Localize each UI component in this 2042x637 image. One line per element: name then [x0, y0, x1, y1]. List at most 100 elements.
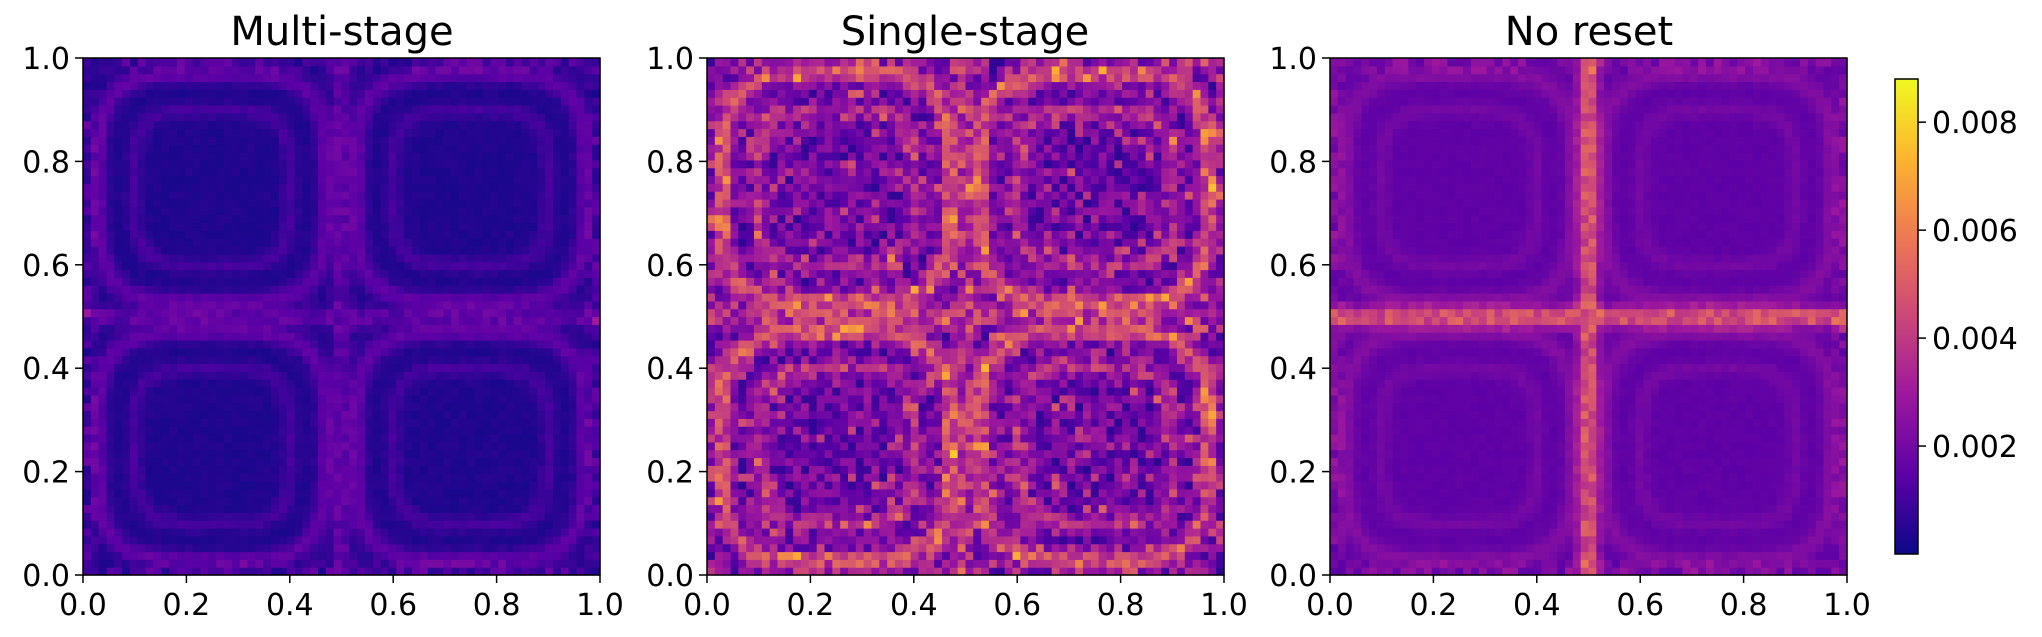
heatmap-cell	[482, 136, 491, 145]
heatmap-cell	[451, 363, 460, 372]
heatmap-cell	[122, 167, 131, 177]
heatmap-cell	[482, 347, 491, 357]
heatmap-cell	[98, 426, 108, 435]
heatmap-cell	[714, 183, 724, 192]
heatmap-cell	[318, 128, 327, 137]
heatmap-cell	[184, 112, 194, 122]
heatmap-cell	[419, 277, 429, 286]
heatmap-cell	[137, 551, 147, 560]
heatmap-cell	[427, 418, 437, 427]
heatmap-cell	[372, 551, 382, 560]
heatmap-cell	[271, 340, 280, 349]
heatmap-cell	[482, 449, 491, 459]
heatmap-cell	[114, 324, 123, 333]
heatmap-cell	[333, 441, 343, 451]
heatmap-cell	[349, 222, 358, 231]
heatmap-cell	[161, 89, 170, 98]
heatmap-cell	[443, 308, 452, 318]
heatmap-cell	[443, 159, 452, 169]
heatmap-cell	[161, 112, 170, 122]
heatmap-cell	[184, 159, 194, 169]
heatmap-cell	[372, 128, 382, 137]
heatmap-cell	[98, 89, 108, 98]
heatmap-cell	[435, 528, 444, 537]
heatmap-cell	[184, 324, 194, 333]
heatmap-cell	[576, 89, 585, 98]
heatmap-cell	[459, 481, 468, 490]
heatmap-cell	[412, 97, 421, 106]
heatmap-cell	[278, 457, 288, 466]
heatmap-cell	[255, 81, 264, 90]
heatmap-cell	[231, 394, 241, 404]
heatmap-cell	[722, 128, 732, 137]
heatmap-cell	[310, 175, 319, 184]
heatmap-cell	[482, 105, 491, 114]
heatmap-cell	[560, 73, 570, 83]
heatmap-cell	[318, 238, 327, 247]
heatmap-cell	[145, 144, 155, 153]
heatmap-cell	[730, 183, 739, 192]
heatmap-cell	[216, 81, 225, 90]
heatmap-cell	[231, 363, 241, 372]
heatmap-cell	[419, 465, 429, 474]
heatmap-cell	[231, 159, 241, 169]
heatmap-cell	[177, 363, 186, 372]
heatmap-cell	[459, 394, 468, 404]
heatmap-cell	[247, 136, 256, 145]
heatmap-cell	[443, 379, 452, 388]
heatmap-cell	[730, 175, 739, 184]
heatmap-cell	[278, 441, 288, 451]
heatmap-cell	[310, 449, 319, 459]
heatmap-cell	[192, 128, 202, 137]
heatmap-cell	[443, 206, 452, 216]
heatmap-cell	[769, 418, 779, 427]
x-tick-label: 0.6	[369, 588, 417, 623]
heatmap-cell	[310, 379, 319, 388]
heatmap-cell	[271, 434, 280, 443]
heatmap-cell	[278, 363, 288, 372]
heatmap-cell	[106, 332, 115, 341]
heatmap-cell	[553, 183, 562, 192]
heatmap-cell	[545, 324, 554, 333]
heatmap-cell	[302, 567, 311, 576]
heatmap-cell	[349, 394, 358, 404]
heatmap-cell	[560, 535, 570, 545]
heatmap-cell	[714, 371, 724, 380]
y-tick-label: 0.6	[22, 249, 70, 284]
heatmap-cell	[216, 73, 225, 83]
heatmap-cell	[231, 528, 241, 537]
heatmap-cell	[349, 347, 358, 357]
heatmap-cell	[722, 481, 732, 490]
heatmap-cell	[419, 410, 429, 419]
heatmap-cell	[761, 277, 771, 286]
heatmap-cell	[200, 441, 209, 451]
heatmap-cell	[278, 481, 288, 490]
heatmap-cell	[231, 285, 241, 294]
heatmap-cell	[90, 528, 100, 537]
heatmap-cell	[333, 300, 343, 310]
heatmap-cell	[169, 426, 178, 435]
heatmap-cell	[388, 324, 397, 333]
heatmap-cell	[707, 199, 716, 208]
heatmap-cell	[746, 261, 755, 271]
heatmap-cell	[419, 112, 429, 122]
heatmap-cell	[294, 112, 303, 122]
heatmap-cell	[208, 488, 217, 498]
heatmap-cell	[451, 230, 460, 239]
heatmap-cell	[310, 567, 319, 576]
heatmap-cell	[380, 457, 390, 466]
heatmap-cell	[325, 105, 335, 114]
heatmap-cell	[333, 293, 343, 302]
heatmap-cell	[271, 441, 280, 451]
heatmap-cell	[738, 97, 747, 106]
heatmap-cell	[208, 269, 217, 278]
heatmap-cell	[498, 159, 507, 169]
heatmap-cell	[145, 426, 155, 435]
heatmap-cell	[443, 535, 452, 545]
heatmap-cell	[145, 128, 155, 137]
heatmap-cell	[584, 457, 593, 466]
heatmap-cell	[482, 214, 491, 224]
heatmap-cell	[231, 332, 241, 341]
heatmap-cell	[412, 488, 421, 498]
heatmap-cell	[388, 402, 397, 412]
